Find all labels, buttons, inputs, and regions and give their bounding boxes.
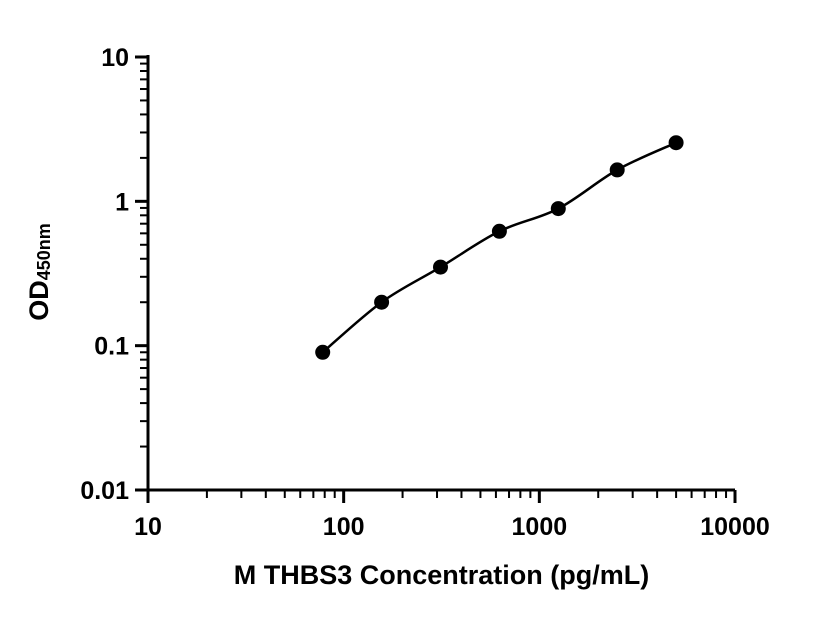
y-tick-label: 10 bbox=[101, 44, 129, 72]
data-point bbox=[433, 259, 448, 275]
data-point bbox=[668, 135, 684, 151]
y-tick-label: 0.01 bbox=[80, 477, 129, 505]
y-axis-title-subscript: 450nm bbox=[34, 223, 54, 281]
x-tick-label: 100 bbox=[323, 513, 365, 541]
data-point bbox=[374, 294, 390, 310]
y-tick-label: 1 bbox=[115, 188, 129, 216]
y-axis-title: OD450nm bbox=[24, 152, 57, 392]
data-point bbox=[550, 201, 566, 217]
y-axis-title-main: OD bbox=[24, 280, 54, 321]
data-point bbox=[491, 223, 507, 239]
x-tick-label: 10 bbox=[134, 513, 162, 541]
data-point bbox=[315, 344, 331, 360]
x-tick-label: 10000 bbox=[700, 513, 770, 541]
x-axis-title: M THBS3 Concentration (pg/mL) bbox=[233, 560, 650, 590]
data-point bbox=[609, 162, 625, 178]
x-tick-label: 1000 bbox=[512, 513, 568, 541]
y-tick-label: 0.1 bbox=[94, 333, 129, 361]
